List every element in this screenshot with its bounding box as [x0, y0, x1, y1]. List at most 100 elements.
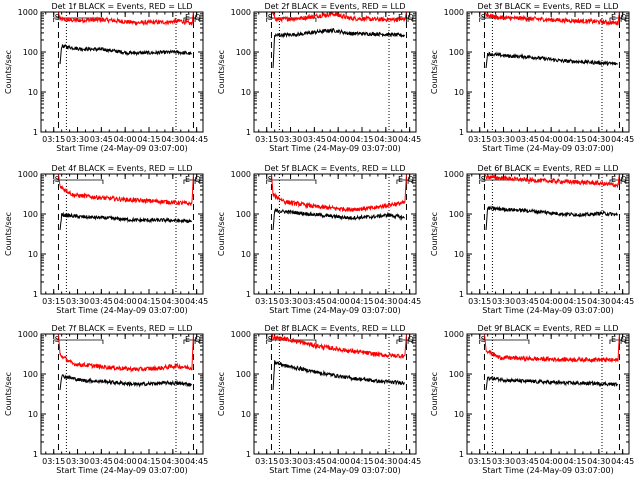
x-tick-label: 03:15 — [42, 297, 65, 306]
y-tick-label: 1000 — [18, 330, 38, 339]
marker-label-e: E — [611, 335, 616, 344]
chart-panel-8: Det 8f BLACK = Events, RED = LLD Counts/s… — [217, 324, 421, 475]
x-tick-label: 03:45 — [303, 457, 326, 466]
x-tick-label: 04:15 — [563, 457, 586, 466]
x-axis-label: Start Time (24-May-09 03:07:00) — [482, 306, 613, 315]
x-tick-label: 03:15 — [255, 135, 278, 144]
plot-frame — [40, 333, 204, 455]
marker-label-q: Q — [194, 335, 200, 344]
y-tick-label: 100 — [449, 210, 464, 219]
events-series-line — [59, 374, 192, 390]
lld-series-line — [484, 11, 620, 27]
y-tick-label: 1 — [246, 290, 251, 299]
x-tick-label: 04:00 — [327, 297, 350, 306]
x-tick-label: 04:30 — [374, 135, 397, 144]
lld-series-line — [483, 333, 620, 364]
x-tick-label: 04:45 — [398, 297, 421, 306]
y-tick-label: 1 — [246, 450, 251, 459]
x-tick-label: 04:15 — [563, 297, 586, 306]
x-tick-label: 03:30 — [492, 135, 515, 144]
marker-label-e: E — [398, 175, 403, 184]
y-tick-label: 100 — [23, 48, 38, 57]
x-tick-label: 04:45 — [185, 297, 208, 306]
chart-panel-1: Det 1f BLACK = Events, RED = LLD Counts/s… — [4, 2, 208, 153]
x-tick-label: 03:30 — [66, 297, 89, 306]
x-tick-label: 03:15 — [255, 297, 278, 306]
marker-label-s: S — [481, 335, 486, 344]
marker-bracket-q — [619, 179, 627, 184]
x-tick-label: 04:45 — [611, 457, 634, 466]
x-tick-label: 04:15 — [350, 135, 373, 144]
chart-panel-9: Det 9f BLACK = Events, RED = LLD Counts/s… — [430, 324, 634, 475]
x-tick-label: 04:00 — [114, 297, 137, 306]
y-tick-label: 1000 — [18, 170, 38, 179]
plot-frame — [40, 11, 204, 133]
marker-bracket-s — [53, 179, 104, 184]
y-tick-label: 10 — [241, 250, 251, 259]
x-tick-label: 03:30 — [279, 135, 302, 144]
marker-bracket-s — [266, 179, 317, 184]
chart-title: Det 7f BLACK = Events, RED = LLD — [51, 324, 192, 333]
marker-label-s: S — [55, 13, 60, 22]
y-tick-label: 1 — [33, 128, 38, 137]
marker-label-s: S — [55, 335, 60, 344]
chart-title: Det 9f BLACK = Events, RED = LLD — [477, 324, 618, 333]
lld-series-line — [270, 173, 407, 213]
marker-label-s: S — [55, 175, 60, 184]
marker-label-s: S — [268, 335, 273, 344]
y-tick-label: 100 — [236, 370, 251, 379]
marker-label-q: Q — [407, 175, 413, 184]
x-tick-label: 04:15 — [137, 297, 160, 306]
chart-title: Det 8f BLACK = Events, RED = LLD — [264, 324, 405, 333]
chart-title: Det 4f BLACK = Events, RED = LLD — [51, 164, 192, 173]
y-tick-label: 10 — [454, 250, 464, 259]
x-tick-label: 03:30 — [279, 297, 302, 306]
x-tick-label: 03:45 — [90, 457, 113, 466]
marker-bracket-e — [183, 179, 196, 184]
plot-frame — [253, 11, 417, 133]
x-axis-label: Start Time (24-May-09 03:07:00) — [269, 466, 400, 475]
marker-bracket-q — [406, 339, 414, 344]
marker-label-e: E — [185, 175, 190, 184]
y-tick-label: 1 — [246, 128, 251, 137]
x-tick-label: 03:15 — [42, 135, 65, 144]
y-axis-label: Counts/sec — [217, 212, 226, 256]
events-series-line — [59, 211, 192, 230]
chart-title: Det 2f BLACK = Events, RED = LLD — [264, 2, 405, 11]
y-tick-label: 100 — [23, 210, 38, 219]
marker-label-s: S — [268, 13, 273, 22]
x-tick-label: 03:45 — [516, 135, 539, 144]
y-axis-label: Counts/sec — [4, 50, 13, 94]
y-axis-label: Counts/sec — [430, 372, 439, 416]
y-tick-label: 1 — [33, 450, 38, 459]
events-series-line — [272, 360, 405, 390]
chart-panel-5: Det 5f BLACK = Events, RED = LLD Counts/s… — [217, 164, 421, 315]
x-tick-label: 04:00 — [327, 457, 350, 466]
y-axis-label: Counts/sec — [217, 372, 226, 416]
x-tick-label: 04:45 — [185, 457, 208, 466]
x-tick-label: 04:00 — [540, 457, 563, 466]
lld-series-line — [57, 173, 194, 206]
marker-label-e: E — [611, 13, 616, 22]
x-tick-label: 04:30 — [374, 297, 397, 306]
lld-series-line — [271, 333, 407, 360]
x-tick-label: 03:15 — [468, 297, 491, 306]
events-series-line — [485, 205, 618, 230]
x-tick-label: 03:15 — [468, 457, 491, 466]
chart-panel-4: Det 4f BLACK = Events, RED = LLD Counts/s… — [4, 164, 208, 315]
y-tick-label: 100 — [449, 48, 464, 57]
y-tick-label: 10 — [454, 410, 464, 419]
y-tick-label: 1 — [459, 290, 464, 299]
x-tick-label: 04:30 — [374, 457, 397, 466]
x-tick-label: 03:30 — [492, 457, 515, 466]
y-axis-label: Counts/sec — [217, 50, 226, 94]
x-tick-label: 04:30 — [587, 457, 610, 466]
lld-series-line — [57, 11, 194, 27]
x-tick-label: 04:30 — [161, 457, 184, 466]
chart-panel-7: Det 7f BLACK = Events, RED = LLD Counts/s… — [4, 324, 208, 475]
lld-series-line — [57, 333, 194, 373]
x-axis-label: Start Time (24-May-09 03:07:00) — [269, 306, 400, 315]
marker-bracket-e — [609, 179, 622, 184]
marker-label-q: Q — [407, 13, 413, 22]
